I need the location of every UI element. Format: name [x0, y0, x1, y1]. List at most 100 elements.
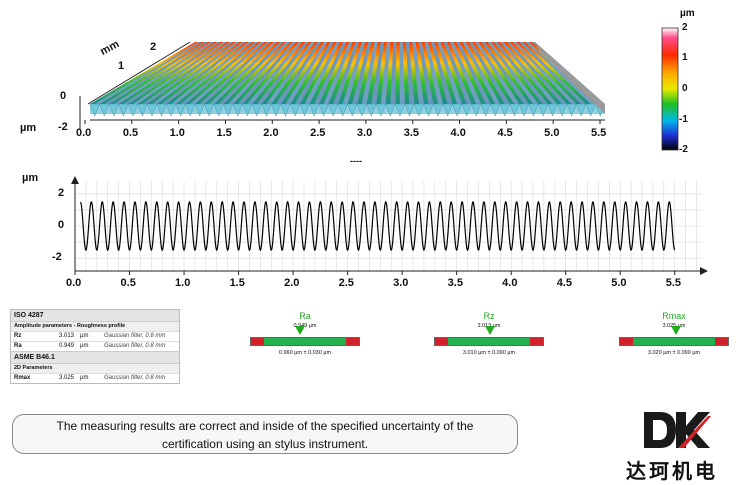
profile-y-unit: µm [22, 172, 39, 184]
profile-tooth [480, 103, 491, 117]
colorbar [661, 27, 679, 151]
param-value: 0.949 [58, 343, 74, 349]
surface-valley [180, 42, 258, 104]
asme-subtitle: 2D Parameters [11, 363, 179, 373]
surface-ridge [497, 42, 553, 104]
surface-valley [104, 42, 208, 104]
surface-ridge [385, 42, 394, 104]
surface-valley [468, 42, 510, 104]
y-axis-line [87, 41, 191, 105]
profile-x-tick-label: 2.0 [284, 277, 300, 289]
profile-tooth [461, 103, 472, 117]
surface-ridge [465, 42, 505, 104]
profile-y-tick-label: 0 [58, 219, 65, 231]
z-tick-neg2-3d: -2 [58, 121, 68, 133]
profile-tooth [557, 103, 568, 117]
dk-logo-icon [644, 412, 711, 448]
surface-ridge [421, 42, 439, 104]
asme-title: ASME B46.1 [11, 351, 179, 363]
profile-tooth [299, 103, 310, 117]
x-tick-label-3d: 1.0 [169, 127, 185, 139]
y-tick-1-3d: 1 [118, 60, 125, 72]
surface-valley [424, 42, 443, 104]
colorbar-tick-neg1: -1 [679, 114, 688, 125]
surface-valley [361, 42, 378, 104]
profile-tooth [204, 103, 215, 117]
x-tick-label-3d: 2.5 [310, 127, 326, 139]
profile-tooth [366, 103, 377, 117]
note-line-1: The measuring results are correct and in… [56, 419, 474, 433]
profile-chart [71, 176, 708, 275]
profile-series-line [79, 200, 676, 252]
gauge-name: Rz [483, 311, 495, 321]
surface-ridge [434, 42, 458, 104]
surface-valley [132, 42, 227, 104]
surface-ridge [395, 42, 400, 104]
gauge-name: Rmax [662, 311, 686, 321]
surface-valley [190, 42, 265, 104]
surface-valley [218, 42, 284, 104]
profile-grid [74, 181, 702, 271]
profile-tooth [347, 103, 358, 117]
profile-tooth [337, 103, 348, 117]
profile-tooth [442, 103, 453, 117]
surface-valley [431, 42, 453, 104]
colorbar-tick-neg2: -2 [679, 144, 688, 155]
result-note: The measuring results are correct and in… [12, 414, 518, 454]
profile-y-tick-label: 2 [58, 186, 65, 199]
gauge-tolerance: 3.020 µm ± 0.090 µm [647, 350, 701, 356]
surface-valley [285, 42, 328, 104]
surface-ridge [223, 42, 287, 104]
surface-ridge [290, 42, 331, 104]
surface-valley [171, 42, 252, 104]
profile-x-tick-label: 3.0 [393, 277, 409, 289]
profile-tooth [213, 103, 224, 117]
param-unit: µm [80, 375, 89, 381]
surface-valley [390, 42, 397, 104]
surface-ridge [204, 42, 274, 104]
surface-ridge [156, 42, 243, 104]
surface-valley [275, 42, 321, 104]
gauge-red-zone-right [346, 338, 359, 345]
profile-tooth [509, 103, 520, 117]
x-tick-label-3d: 3.5 [403, 127, 420, 139]
y-tick-2-3d: 2 [150, 41, 157, 53]
profile-tooth [452, 103, 463, 117]
surface-ridge [185, 42, 262, 104]
iso-subtitle: Amplitude parameters - Roughness profile [11, 321, 179, 331]
logo-text: 达珂机电 [626, 461, 718, 483]
surface-ridges [90, 42, 605, 104]
surface-ridge [402, 42, 410, 104]
profile-tooth [471, 103, 482, 117]
surface-ridge [522, 42, 591, 104]
profile-x-tick-label: 0.5 [120, 277, 136, 289]
param-value: 3.013 [58, 333, 74, 339]
surface-ridge [453, 42, 486, 104]
table-row: Ra 0.949 µm Gaussian filter, 0.8 mm [11, 341, 179, 351]
x-tick-label-3d: 3.0 [356, 127, 373, 139]
profile-tooth [528, 103, 539, 117]
gauge-rmax: Rmax 3.025 µm 3.020 µm ± 0.090 µm [619, 311, 729, 356]
surface-valley [450, 42, 482, 104]
surface-ridge [213, 42, 280, 104]
surface-valley [437, 42, 462, 104]
profile-x-tick-label: 4.5 [556, 277, 572, 289]
colorbar-tick-1: 1 [682, 52, 688, 63]
surface-valley [500, 42, 558, 104]
profile-tooth [251, 103, 262, 117]
z-tick-0-3d: 0 [60, 90, 67, 102]
x-tick-label-3d: 5.5 [591, 127, 607, 139]
profile-tooth [413, 103, 425, 117]
profile-tooth [156, 103, 167, 117]
profile-tooth [309, 103, 320, 117]
surface-valley [380, 42, 391, 104]
profile-x-ticks [74, 271, 676, 275]
x-axis-ticks-3d [84, 120, 601, 124]
surface-ridge [366, 42, 381, 104]
gauge-tolerance: 3.010 µm ± 0.090 µm [462, 350, 516, 356]
gauge-red-zone-right [530, 338, 543, 345]
iso-title: ISO 4287 [11, 310, 179, 321]
surface-ridge [252, 42, 306, 104]
x-tick-label-3d: 4.5 [497, 127, 513, 139]
profile-tooth [394, 103, 406, 117]
